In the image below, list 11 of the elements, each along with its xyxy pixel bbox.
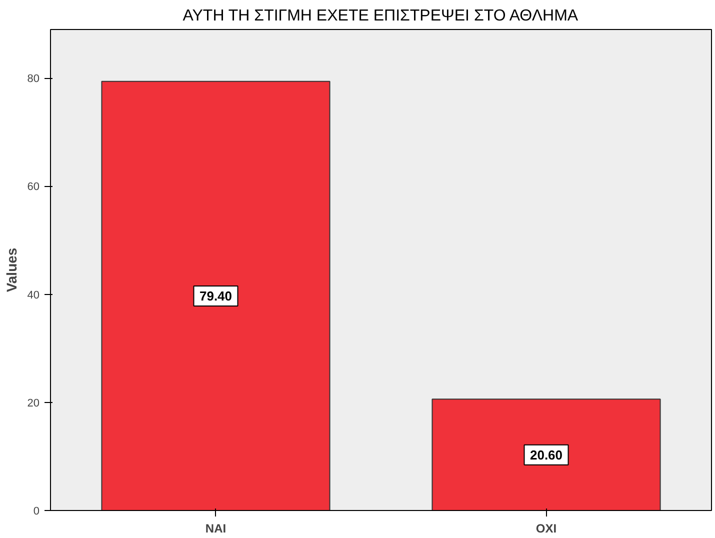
- y-tick-label: 20: [27, 397, 40, 410]
- x-tick-label: ΟΧΙ: [536, 522, 557, 536]
- y-tick-label: 60: [27, 181, 40, 194]
- data-label: 20.60: [530, 447, 563, 462]
- y-tick-label: 40: [27, 289, 40, 302]
- y-tick-label: 80: [27, 73, 40, 86]
- chart-title: ΑΥΤΗ ΤΗ ΣΤΙΓΜΗ ΕΧΕΤΕ ΕΠΙΣΤΡΕΨΕΙ ΣΤΟ ΑΘΛΗΜΑ: [182, 8, 578, 24]
- x-tick-label: ΝΑΙ: [205, 522, 226, 536]
- data-label: 79.40: [199, 288, 232, 304]
- y-axis-title: Values: [3, 248, 20, 292]
- y-tick-label: 0: [33, 506, 40, 518]
